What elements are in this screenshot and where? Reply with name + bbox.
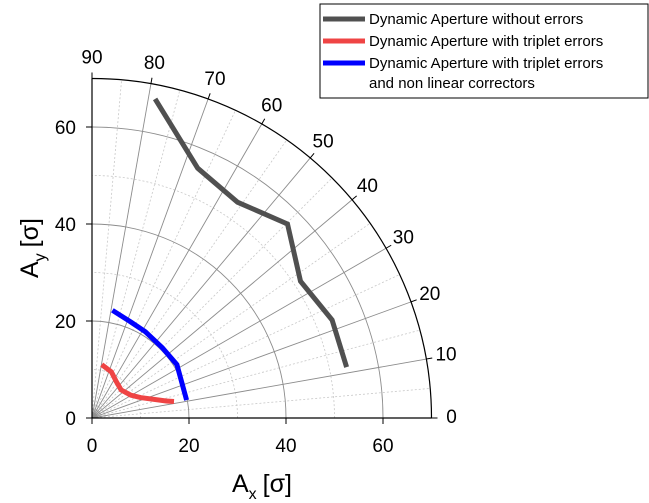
tick-labels: 0 20 40 60 0 20 40 60 0 10 20 30 40 50 60 70 80 90 — [55, 48, 457, 457]
legend-label-without-errors: Dynamic Aperture without errors — [369, 11, 583, 28]
angle-tick-label: 70 — [204, 69, 225, 90]
angle-tick-label: 90 — [81, 48, 102, 69]
x-tick-label: 60 — [372, 436, 393, 457]
angle-tick-label: 10 — [435, 345, 456, 366]
major-spoke — [92, 84, 151, 418]
major-spoke — [92, 248, 386, 418]
x-axis-title: Ax [σ] — [232, 470, 292, 503]
minor-spoke — [92, 330, 420, 418]
y-axis-title: Ay[σ] — [16, 218, 49, 278]
angle-tick-label: 50 — [313, 132, 334, 153]
x-tick-label: 40 — [275, 436, 296, 457]
angle-tick-label: 30 — [393, 227, 414, 248]
legend-label-triplet-errors: Dynamic Aperture with triplet errors — [369, 33, 603, 50]
angle-tick-mark — [426, 358, 432, 359]
angle-tick-mark — [151, 78, 152, 84]
y-tick-label: 20 — [55, 312, 76, 333]
polar-grid — [92, 80, 430, 418]
angle-tick-mark — [208, 93, 210, 99]
y-tick-label: 40 — [55, 215, 76, 236]
x-tick-label: 20 — [178, 436, 199, 457]
angle-tick-label: 40 — [357, 176, 378, 197]
angle-tick-mark — [310, 153, 314, 158]
major-spoke — [92, 302, 411, 418]
minor-spoke — [92, 388, 430, 418]
y-tick-label: 0 — [65, 409, 76, 430]
y-tick-label: 60 — [55, 118, 76, 139]
major-spoke — [92, 200, 352, 418]
x-tick-label: 0 — [87, 436, 98, 457]
angle-tick-mark — [386, 245, 391, 248]
major-spoke — [92, 158, 310, 418]
major-spoke — [92, 359, 426, 418]
angle-tick-mark — [411, 300, 417, 302]
angle-tick-mark — [262, 119, 265, 124]
angle-tick-label: 60 — [261, 96, 282, 117]
angle-tick-label: 80 — [144, 53, 165, 74]
angle-tick-label: 0 — [446, 407, 457, 428]
legend: Dynamic Aperture without errors Dynamic … — [320, 4, 648, 98]
angle-tick-label: 20 — [419, 284, 440, 305]
